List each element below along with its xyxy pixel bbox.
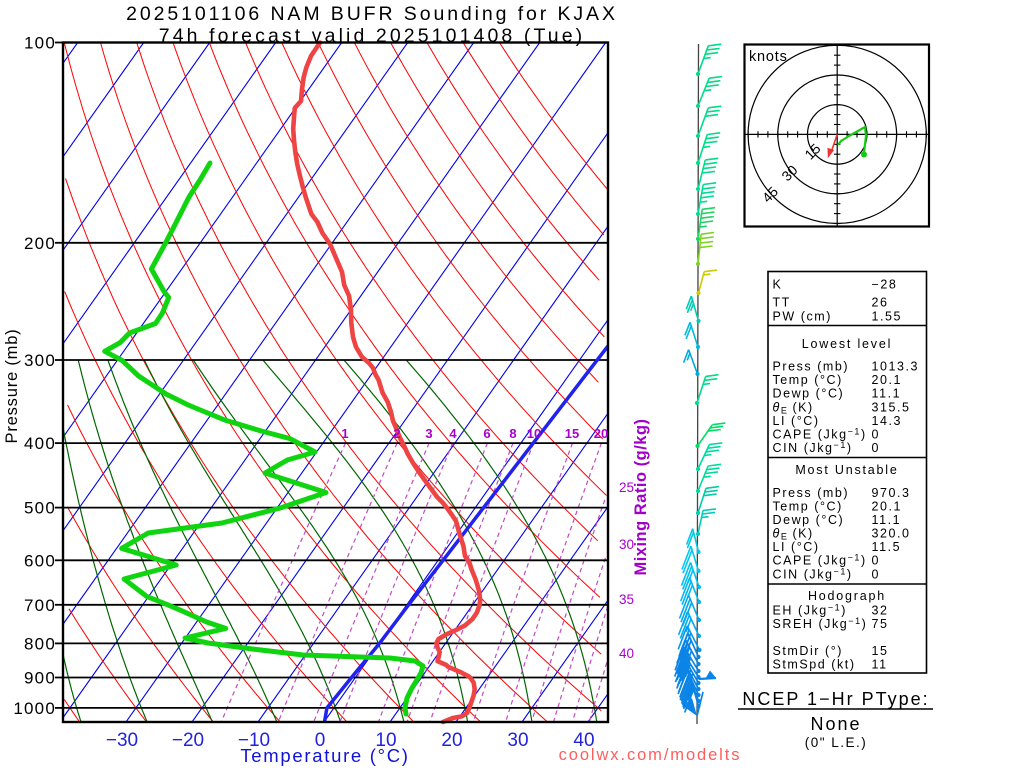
svg-text:100: 100 <box>24 34 56 53</box>
svg-text:StmDir (°): StmDir (°) <box>773 644 844 658</box>
svg-text:2025101106 NAM BUFR Sounding f: 2025101106 NAM BUFR Sounding for KJAX <box>126 3 618 25</box>
svg-text:900: 900 <box>24 669 56 688</box>
svg-text:11.1: 11.1 <box>872 513 902 527</box>
svg-text:1.55: 1.55 <box>872 310 903 324</box>
svg-text:LI (°C): LI (°C) <box>773 414 820 428</box>
svg-text:11.1: 11.1 <box>872 387 902 401</box>
svg-text:CAPE (Jkg−1): CAPE (Jkg−1) <box>773 553 867 568</box>
svg-text:LI (°C): LI (°C) <box>773 540 820 554</box>
svg-text:Hodograph: Hodograph <box>808 589 886 603</box>
svg-text:0: 0 <box>315 730 326 751</box>
svg-text:0: 0 <box>872 428 881 442</box>
svg-text:θE (K): θE (K) <box>773 401 814 416</box>
svg-text:0: 0 <box>872 554 881 568</box>
svg-text:26: 26 <box>872 296 889 310</box>
svg-text:30: 30 <box>619 537 634 552</box>
svg-text:CIN (Jkg−1): CIN (Jkg−1) <box>773 567 853 582</box>
svg-text:20.1: 20.1 <box>872 500 903 514</box>
svg-text:−10: −10 <box>238 730 270 751</box>
svg-text:600: 600 <box>24 551 56 570</box>
svg-text:315.5: 315.5 <box>872 401 911 415</box>
svg-text:40: 40 <box>573 730 594 751</box>
svg-text:25: 25 <box>619 480 634 495</box>
svg-text:SREH (Jkg−1): SREH (Jkg−1) <box>773 616 868 631</box>
svg-text:EH (Jkg−1): EH (Jkg−1) <box>773 603 847 618</box>
svg-text:800: 800 <box>24 634 56 653</box>
svg-text:10: 10 <box>375 730 396 751</box>
svg-text:15: 15 <box>872 644 889 658</box>
svg-text:320.0: 320.0 <box>872 527 911 541</box>
svg-text:32: 32 <box>872 604 889 618</box>
svg-text:PW (cm): PW (cm) <box>773 310 832 324</box>
svg-text:1013.3: 1013.3 <box>872 360 920 374</box>
svg-text:15: 15 <box>565 426 579 441</box>
svg-text:2: 2 <box>393 426 400 441</box>
svg-text:Mixing Ratio (g/kg): Mixing Ratio (g/kg) <box>632 418 650 575</box>
svg-text:Temp (°C): Temp (°C) <box>773 500 843 514</box>
svg-text:0: 0 <box>872 568 881 582</box>
svg-text:11: 11 <box>872 658 888 672</box>
svg-text:Most Unstable: Most Unstable <box>795 463 898 477</box>
svg-text:Temp (°C): Temp (°C) <box>773 373 843 387</box>
svg-text:K: K <box>773 278 783 292</box>
svg-text:−28: −28 <box>872 278 898 292</box>
svg-text:1: 1 <box>341 426 348 441</box>
svg-text:6: 6 <box>483 426 490 441</box>
svg-text:Press (mb): Press (mb) <box>773 360 850 374</box>
svg-text:Pressure (mb): Pressure (mb) <box>3 329 21 444</box>
svg-text:TT: TT <box>773 296 791 310</box>
svg-text:500: 500 <box>24 499 56 518</box>
svg-text:coolwx.com/modelts: coolwx.com/modelts <box>559 746 742 764</box>
svg-text:10: 10 <box>527 426 541 441</box>
svg-text:11.5: 11.5 <box>872 540 902 554</box>
svg-text:700: 700 <box>24 596 56 615</box>
svg-text:−20: −20 <box>172 730 204 751</box>
svg-text:Press (mb): Press (mb) <box>773 486 850 500</box>
svg-text:35: 35 <box>619 592 634 607</box>
svg-text:CIN (Jkg−1): CIN (Jkg−1) <box>773 440 853 455</box>
svg-text:75: 75 <box>872 617 889 631</box>
svg-text:4: 4 <box>449 426 457 441</box>
svg-text:(0" L.E.): (0" L.E.) <box>805 735 868 750</box>
svg-text:0: 0 <box>872 441 881 455</box>
svg-text:3: 3 <box>425 426 432 441</box>
svg-text:knots: knots <box>749 49 788 65</box>
svg-text:40: 40 <box>619 646 634 661</box>
svg-text:Dewp (°C): Dewp (°C) <box>773 513 845 527</box>
svg-text:Dewp (°C): Dewp (°C) <box>773 387 845 401</box>
svg-text:θE (K): θE (K) <box>773 527 814 542</box>
svg-text:20: 20 <box>594 426 608 441</box>
svg-text:200: 200 <box>24 234 56 253</box>
svg-text:20: 20 <box>441 730 462 751</box>
svg-text:−30: −30 <box>106 730 138 751</box>
svg-text:970.3: 970.3 <box>872 486 911 500</box>
svg-text:None: None <box>810 714 861 734</box>
svg-text:14.3: 14.3 <box>872 414 903 428</box>
svg-text:74h forecast valid 2025101408: 74h forecast valid 2025101408 (Tue) <box>159 25 586 47</box>
svg-text:300: 300 <box>24 351 56 370</box>
svg-text:20.1: 20.1 <box>872 373 903 387</box>
svg-text:30: 30 <box>507 730 528 751</box>
svg-text:StmSpd (kt): StmSpd (kt) <box>773 658 856 672</box>
svg-text:400: 400 <box>24 434 56 453</box>
svg-text:1000: 1000 <box>13 699 56 718</box>
svg-text:Temperature (°C): Temperature (°C) <box>240 745 409 766</box>
svg-text:NCEP 1−Hr PType:: NCEP 1−Hr PType: <box>742 689 929 709</box>
svg-text:8: 8 <box>509 426 516 441</box>
svg-text:CAPE (Jkg−1): CAPE (Jkg−1) <box>773 427 867 442</box>
svg-text:Lowest level: Lowest level <box>802 337 892 351</box>
